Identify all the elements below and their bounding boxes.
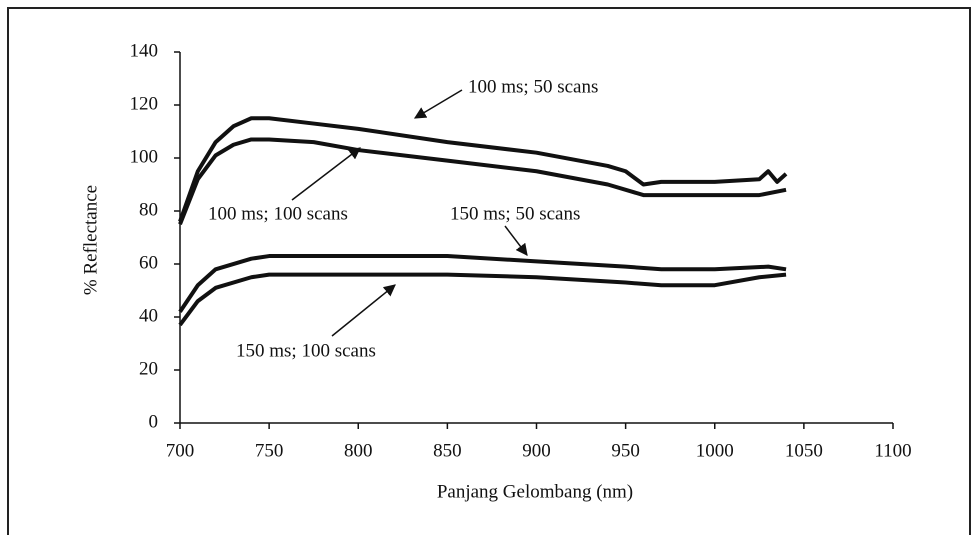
y-axis-title: % Reflectance (80, 185, 101, 295)
y-tick-label: 120 (130, 93, 159, 114)
annotation-arrow (331, 284, 396, 337)
annotation-arrow (291, 147, 361, 201)
x-tick-label: 950 (611, 440, 640, 461)
x-tick-label: 750 (255, 440, 284, 461)
line (178, 137, 787, 225)
x-tick-label: 800 (344, 440, 373, 461)
line (178, 116, 788, 223)
x-tick-label: 1050 (785, 440, 823, 461)
y-tick-label: 140 (130, 40, 159, 61)
y-tick-label: 100 (130, 146, 159, 167)
x-tick-label: 900 (522, 440, 551, 461)
y-tick-label: 20 (139, 358, 158, 379)
annotation-arrow (504, 225, 528, 256)
annotation: 150 ms; 50 scans (450, 203, 580, 224)
x-tick-label: 1000 (696, 440, 734, 461)
x-tick-label: 1100 (874, 440, 911, 461)
annotation: 100 ms; 50 scans (468, 76, 598, 97)
annotation: 150 ms; 100 scans (236, 340, 376, 361)
x-tick-label: 700 (166, 440, 195, 461)
line (178, 254, 787, 313)
y-tick-label: 0 (149, 411, 159, 432)
x-axis-title: Panjang Gelombang (nm) (437, 481, 633, 502)
line (178, 272, 787, 327)
frame (7, 7, 971, 535)
annotation-arrow (413, 89, 463, 119)
annotation: 100 ms; 100 scans (208, 203, 348, 224)
x-tick-label: 850 (433, 440, 462, 461)
y-tick-label: 60 (139, 252, 158, 273)
y-tick-label: 80 (139, 199, 158, 220)
y-tick-label: 40 (139, 305, 158, 326)
